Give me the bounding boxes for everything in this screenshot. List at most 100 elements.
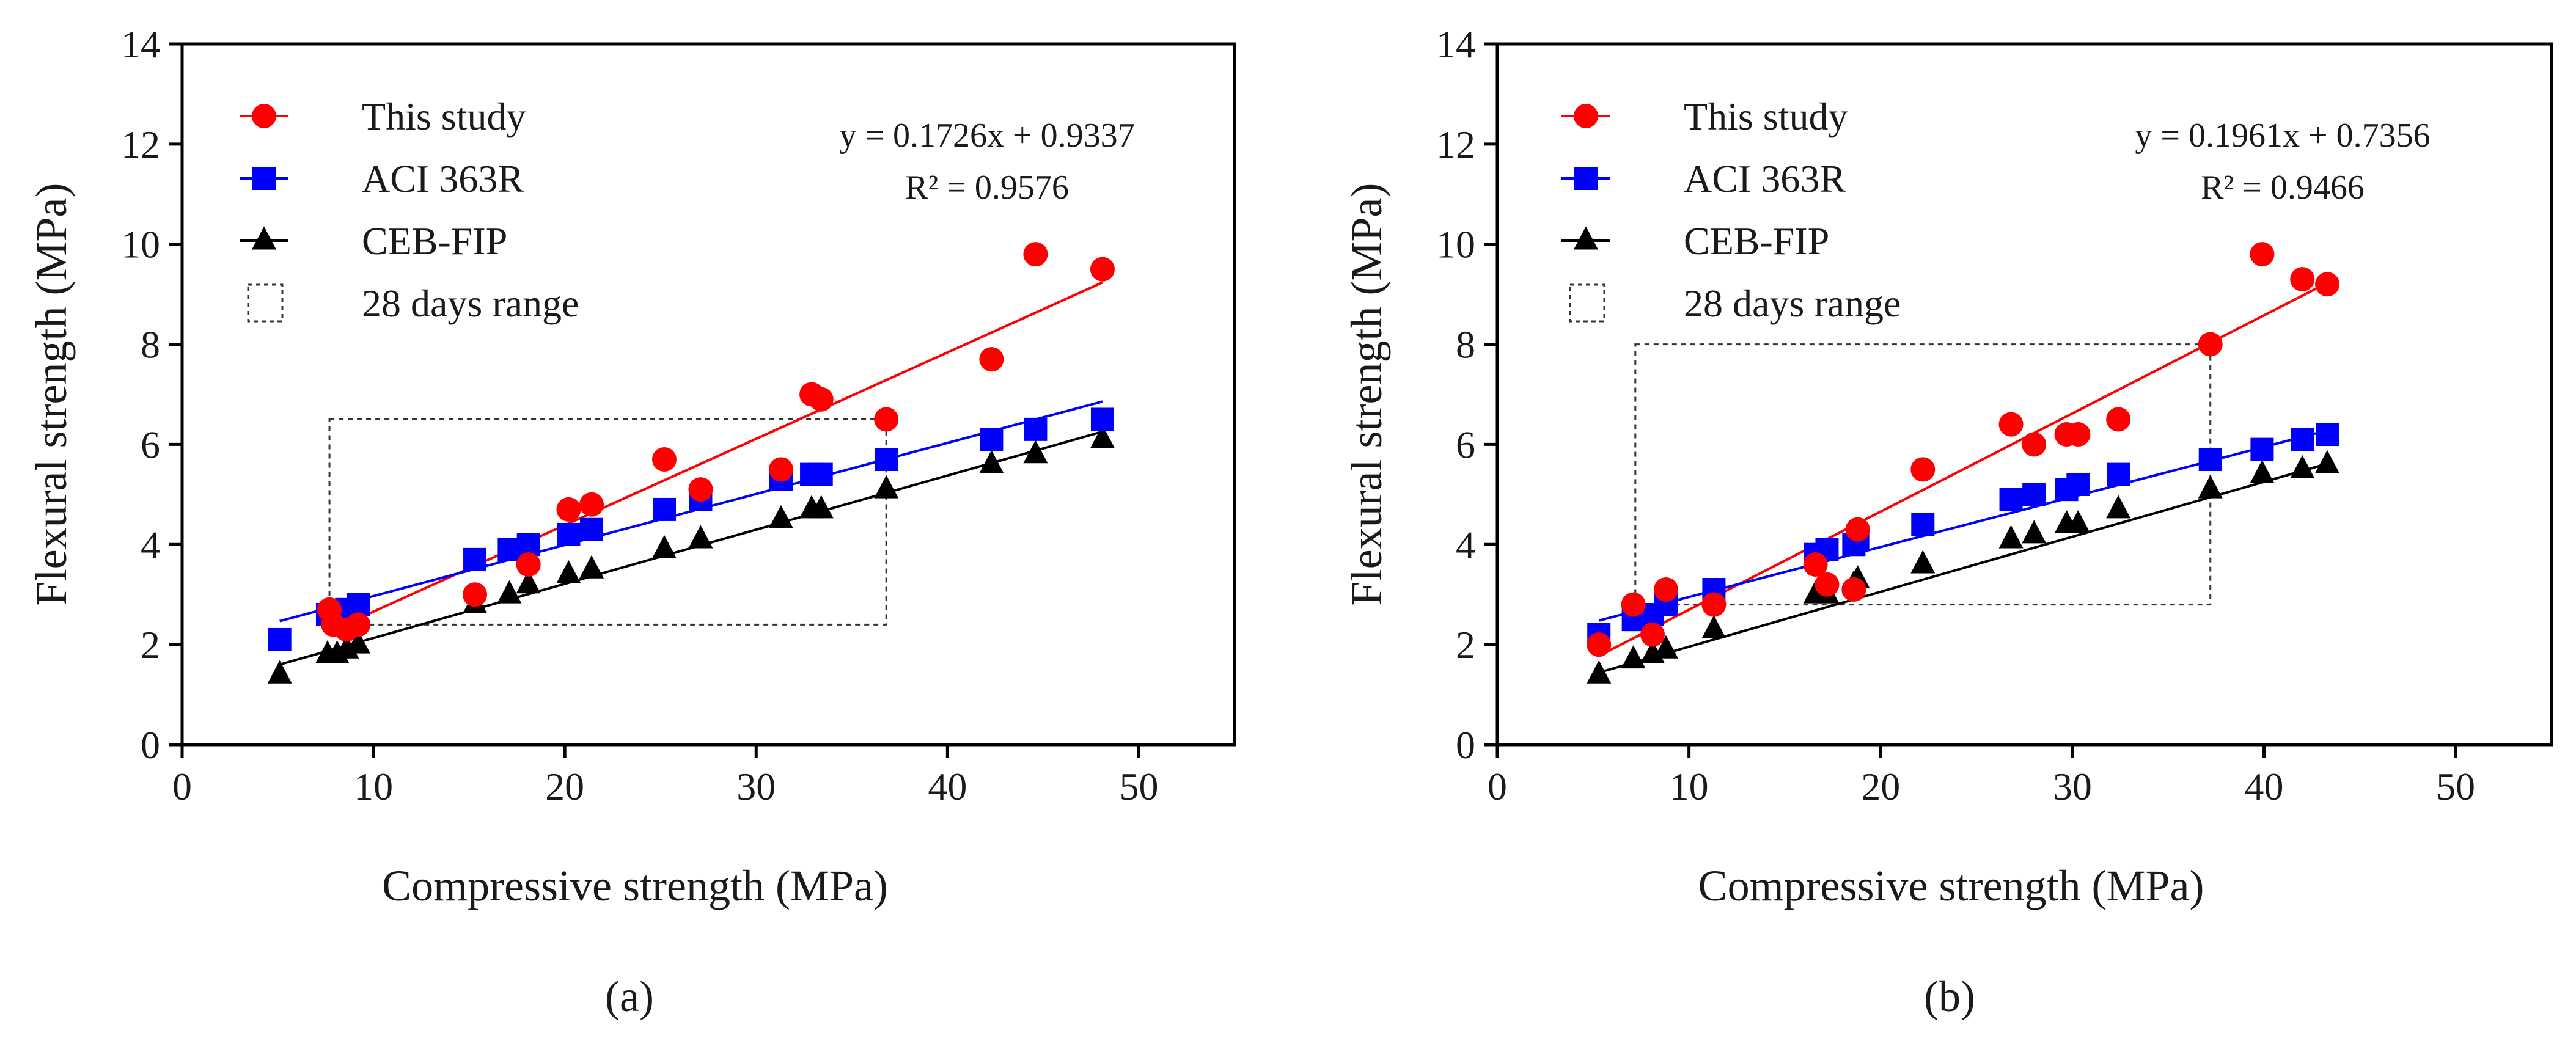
data-point: [516, 570, 541, 594]
data-point: [2291, 428, 2314, 451]
data-point: [580, 517, 604, 541]
data-point: [2066, 422, 2091, 447]
legend-label: This study: [362, 95, 526, 138]
y-tick-label: 2: [141, 623, 160, 667]
data-point: [346, 612, 371, 637]
y-tick-label: 12: [121, 123, 160, 166]
data-point: [2315, 272, 2340, 297]
legend-marker: [252, 104, 276, 128]
data-point: [652, 497, 676, 521]
data-point: [579, 492, 604, 517]
series-ceb-fip: [1587, 450, 2340, 684]
r-squared-label: R² = 0.9466: [2201, 169, 2365, 206]
x-tick-label: 0: [172, 765, 192, 808]
data-point: [2022, 520, 2047, 544]
data-point: [651, 535, 677, 558]
series-aci-363r: [268, 407, 1114, 651]
y-tick-label: 14: [121, 23, 160, 66]
data-point: [1998, 525, 2024, 549]
data-point: [1587, 632, 1612, 657]
data-point: [979, 450, 1004, 473]
y-tick-label: 10: [121, 223, 160, 266]
data-point: [463, 547, 487, 571]
range-box: [328, 418, 887, 626]
data-point: [809, 387, 834, 412]
data-point: [809, 495, 834, 519]
data-point: [768, 457, 793, 482]
data-point: [1841, 577, 1866, 602]
x-tick-label: 10: [1670, 765, 1709, 808]
data-point: [2106, 407, 2131, 432]
y-tick-label: 4: [1456, 523, 1475, 566]
data-point: [1023, 440, 1048, 464]
data-point: [463, 582, 488, 607]
legend-marker: [252, 167, 276, 190]
data-point: [1910, 550, 1936, 574]
y-tick-label: 6: [141, 423, 160, 466]
data-point: [651, 447, 677, 472]
data-point: [688, 477, 713, 502]
legend-label: This study: [1684, 95, 1848, 138]
data-point: [267, 660, 292, 684]
data-point: [2315, 450, 2340, 473]
fit-line-this-study: [329, 281, 1103, 633]
data-point: [1090, 257, 1115, 282]
x-axis-title: Compressive strength (MPa): [1698, 861, 2204, 910]
data-point: [874, 407, 899, 432]
plot-frame: [180, 42, 1236, 747]
data-point: [268, 627, 292, 651]
data-point: [1701, 615, 1727, 639]
range-box: [1634, 343, 2212, 606]
data-point: [2290, 455, 2315, 478]
data-point: [2066, 510, 2091, 533]
data-point: [1911, 513, 1935, 536]
data-point: [1023, 242, 1048, 267]
data-point: [2198, 332, 2223, 357]
x-tick-label: 40: [928, 765, 967, 808]
legend-label: CEB-FIP: [1684, 219, 1829, 263]
data-point: [688, 525, 713, 549]
legend-label: 28 days range: [362, 282, 579, 325]
data-point: [1803, 552, 1828, 577]
series-this-study: [317, 242, 1115, 642]
data-point: [557, 522, 581, 546]
legend-range-swatch: [1569, 283, 1605, 323]
y-tick-label: 12: [1436, 123, 1475, 166]
legend-label: 28 days range: [1684, 282, 1901, 325]
x-tick-label: 20: [545, 765, 584, 808]
data-point: [2022, 483, 2046, 506]
data-point: [809, 462, 833, 486]
regression-equation: y = 0.1726x + 0.9337: [839, 117, 1134, 155]
series-this-study: [1587, 242, 2340, 657]
x-axis-title: Compressive strength (MPa): [382, 861, 888, 910]
data-point: [980, 428, 1004, 451]
legend-label: ACI 363R: [1684, 157, 1846, 200]
data-point: [1999, 488, 2023, 511]
data-point: [1587, 660, 1612, 684]
data-point: [346, 630, 371, 654]
data-point: [1654, 577, 1678, 602]
y-tick-label: 2: [1456, 623, 1475, 667]
data-point: [2066, 472, 2090, 496]
data-point: [875, 448, 898, 472]
data-point: [497, 580, 522, 604]
data-point: [1640, 622, 1665, 647]
y-tick-label: 6: [1456, 423, 1475, 466]
data-point: [2250, 460, 2275, 484]
legend-range-swatch: [247, 283, 284, 323]
data-point: [2107, 462, 2130, 486]
y-tick-label: 4: [141, 523, 160, 566]
x-tick-label: 30: [2053, 765, 2092, 808]
legend: This study ACI 363R CEB-FIP 28 days range: [240, 95, 579, 325]
data-point: [2316, 423, 2339, 447]
data-point: [1090, 407, 1114, 431]
y-axis-title: Flexural strength (MPa): [1342, 183, 1391, 606]
data-point: [347, 593, 370, 616]
x-tick-label: 50: [1119, 765, 1158, 808]
x-tick-label: 50: [2436, 765, 2475, 808]
data-point: [979, 347, 1004, 372]
x-tick-label: 0: [1488, 765, 1507, 808]
data-point: [1845, 517, 1870, 542]
data-point: [1621, 645, 1646, 669]
